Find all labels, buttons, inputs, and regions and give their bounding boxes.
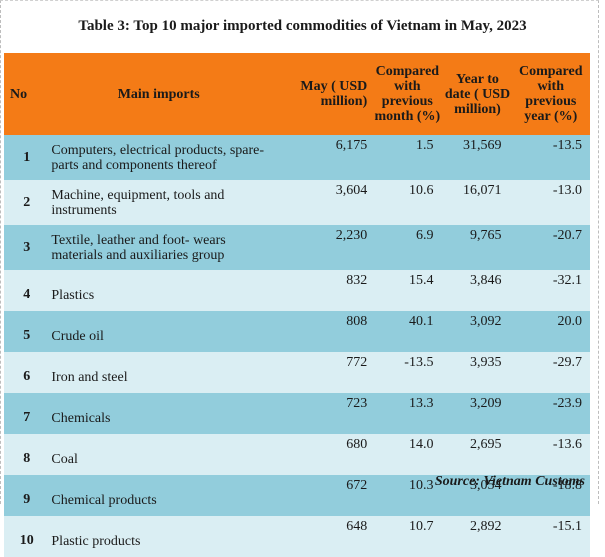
table-row: 4 Plastics 832 15.4 3,846 -32.1 — [4, 270, 590, 311]
cell-ytd: 2,892 — [443, 516, 512, 557]
cell-ytd: 2,695 — [443, 434, 512, 475]
cell-may: 772 — [268, 352, 372, 393]
cell-may: 808 — [268, 311, 372, 352]
cell-no: 6 — [4, 352, 50, 393]
cell-name: Chemical products — [49, 475, 269, 516]
cell-may: 680 — [268, 434, 372, 475]
cell-may: 723 — [268, 393, 372, 434]
cell-mom: 6.9 — [371, 225, 444, 270]
cell-no: 4 — [4, 270, 50, 311]
imports-table: No Main imports May ( USD million) Compa… — [4, 53, 590, 557]
cell-may: 832 — [268, 270, 372, 311]
cell-ytd: 31,569 — [443, 135, 512, 180]
cell-name: Coal — [49, 434, 269, 475]
table-row: 8 Coal 680 14.0 2,695 -13.6 — [4, 434, 590, 475]
cell-ytd: 3,935 — [443, 352, 512, 393]
table-row: 10 Plastic products 648 10.7 2,892 -15.1 — [4, 516, 590, 557]
cell-mom: -13.5 — [371, 352, 444, 393]
cell-yoy: 20.0 — [511, 311, 590, 352]
cell-yoy: -13.6 — [511, 434, 590, 475]
cell-no: 10 — [4, 516, 50, 557]
header-row: No Main imports May ( USD million) Compa… — [4, 53, 590, 135]
header-may: May ( USD million) — [268, 53, 372, 135]
cell-name: Crude oil — [49, 311, 269, 352]
cell-yoy: -13.0 — [511, 180, 590, 225]
header-main-imports: Main imports — [49, 53, 269, 135]
cell-mom: 10.3 — [371, 475, 444, 516]
cell-name: Textile, leather and foot- wears materia… — [49, 225, 269, 270]
cell-no: 8 — [4, 434, 50, 475]
cell-ytd: 3,846 — [443, 270, 512, 311]
table-row: 5 Crude oil 808 40.1 3,092 20.0 — [4, 311, 590, 352]
header-year-to-date: Year to date ( USD million) — [443, 53, 512, 135]
cell-name: Plastics — [49, 270, 269, 311]
cell-ytd: 9,765 — [443, 225, 512, 270]
cell-ytd: 3,092 — [443, 311, 512, 352]
cell-no: 1 — [4, 135, 50, 180]
cell-yoy: -15.1 — [511, 516, 590, 557]
table-row: 3 Textile, leather and foot- wears materi… — [4, 225, 590, 270]
header-compared-month: Compared with previous month (%) — [371, 53, 444, 135]
cell-yoy: -13.5 — [511, 135, 590, 180]
cell-mom: 15.4 — [371, 270, 444, 311]
cell-name: Chemicals — [49, 393, 269, 434]
table-row: 7 Chemicals 723 13.3 3,209 -23.9 — [4, 393, 590, 434]
cell-name: Iron and steel — [49, 352, 269, 393]
table-title: Table 3: Top 10 major imported commoditi… — [78, 18, 527, 34]
cell-name: Machine, equipment, tools and instrument… — [49, 180, 269, 225]
cell-name: Plastic products — [49, 516, 269, 557]
cell-may: 3,604 — [268, 180, 372, 225]
cell-ytd: 3,209 — [443, 393, 512, 434]
cell-mom: 10.7 — [371, 516, 444, 557]
cell-name: Computers, electrical products, spare-pa… — [49, 135, 269, 180]
cell-mom: 14.0 — [371, 434, 444, 475]
table-row: 1 Computers, electrical products, spare-p… — [4, 135, 590, 180]
cell-ytd: 16,071 — [443, 180, 512, 225]
cell-mom: 10.6 — [371, 180, 444, 225]
page-frame — [0, 0, 599, 504]
header-no: No — [4, 53, 50, 135]
cell-may: 672 — [268, 475, 372, 516]
cell-may: 6,175 — [268, 135, 372, 180]
cell-no: 3 — [4, 225, 50, 270]
cell-yoy: -20.7 — [511, 225, 590, 270]
cell-may: 2,230 — [268, 225, 372, 270]
source-note: Source: Vietnam Customs — [434, 474, 585, 489]
cell-yoy: -32.1 — [511, 270, 590, 311]
cell-yoy: -29.7 — [511, 352, 590, 393]
cell-mom: 13.3 — [371, 393, 444, 434]
header-compared-year: Compared with previous year (%) — [511, 53, 590, 135]
cell-yoy: -23.9 — [511, 393, 590, 434]
table-row: 2 Machine, equipment, tools and instrumen… — [4, 180, 590, 225]
cell-no: 9 — [4, 475, 50, 516]
cell-no: 5 — [4, 311, 50, 352]
cell-no: 2 — [4, 180, 50, 225]
cell-no: 7 — [4, 393, 50, 434]
cell-may: 648 — [268, 516, 372, 557]
cell-mom: 40.1 — [371, 311, 444, 352]
table-row: 6 Iron and steel 772 -13.5 3,935 -29.7 — [4, 352, 590, 393]
cell-mom: 1.5 — [371, 135, 444, 180]
